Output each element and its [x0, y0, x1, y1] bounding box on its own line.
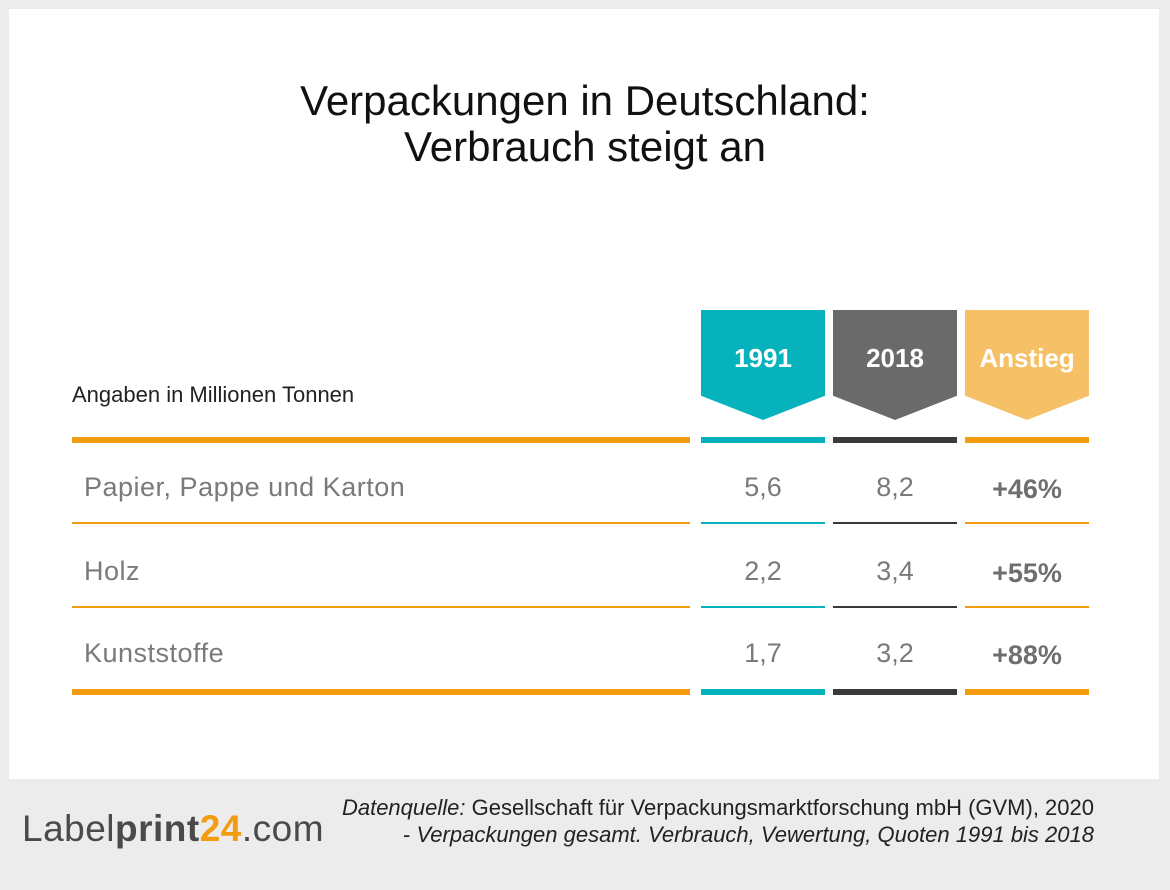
cell-1991: 1,7 — [744, 638, 782, 668]
rule-label-3 — [72, 689, 690, 695]
cell-2018: 3,4 — [876, 556, 914, 586]
labelprint24-logo: Labelprint24.com — [22, 808, 324, 850]
chart-title-line-2: Verbrauch steigt an — [404, 123, 766, 170]
rule-anstieg-0 — [965, 437, 1089, 443]
rule-1991-2 — [701, 606, 825, 608]
column-header-1991: 1991 — [701, 310, 825, 420]
column-header-2018: 2018 — [833, 310, 957, 420]
rule-2018-1 — [833, 522, 957, 524]
row-label: Papier, Pappe und Karton — [84, 472, 406, 502]
source-publication: Verpackungen gesamt. Verbrauch, Vewertun… — [416, 822, 1094, 847]
logo-part-24: 24 — [199, 808, 242, 849]
chart-title-line-1: Verpackungen in Deutschland: — [300, 77, 870, 124]
rule-1991-0 — [701, 437, 825, 443]
rule-2018-2 — [833, 606, 957, 608]
rule-1991-3 — [701, 689, 825, 695]
rule-2018-0 — [833, 437, 957, 443]
rule-2018-3 — [833, 689, 957, 695]
rule-anstieg-1 — [965, 522, 1089, 524]
cell-2018: 8,2 — [876, 472, 914, 502]
rule-1991-1 — [701, 522, 825, 524]
cell-anstieg: +55% — [992, 558, 1062, 588]
rule-label-2 — [72, 606, 690, 608]
logo-part-com: .com — [241, 808, 325, 849]
source-org: Gesellschaft für Verpackungsmarktforschu… — [402, 795, 1094, 847]
rule-label-1 — [72, 522, 690, 524]
cell-anstieg: +88% — [992, 640, 1062, 670]
row-label: Kunststoffe — [84, 638, 225, 668]
row-label: Holz — [84, 556, 141, 586]
rule-anstieg-2 — [965, 606, 1089, 608]
source-note: Datenquelle: Gesellschaft für Verpackung… — [334, 794, 1094, 848]
rule-anstieg-3 — [965, 689, 1089, 695]
rule-label-0 — [72, 437, 690, 443]
cell-anstieg: +46% — [992, 474, 1062, 504]
unit-label: Angaben in Millionen Tonnen — [72, 382, 355, 407]
source-prefix: Datenquelle: — [341, 795, 466, 820]
cell-2018: 3,2 — [876, 638, 914, 668]
chart-title: Verpackungen in Deutschland: Verbrauch s… — [0, 78, 1170, 170]
logo-part-label: Label — [22, 808, 116, 849]
cell-1991: 2,2 — [744, 556, 782, 586]
column-header-anstieg: Anstieg — [965, 310, 1089, 420]
cell-1991: 5,6 — [744, 472, 782, 502]
logo-part-print: print — [115, 808, 200, 849]
